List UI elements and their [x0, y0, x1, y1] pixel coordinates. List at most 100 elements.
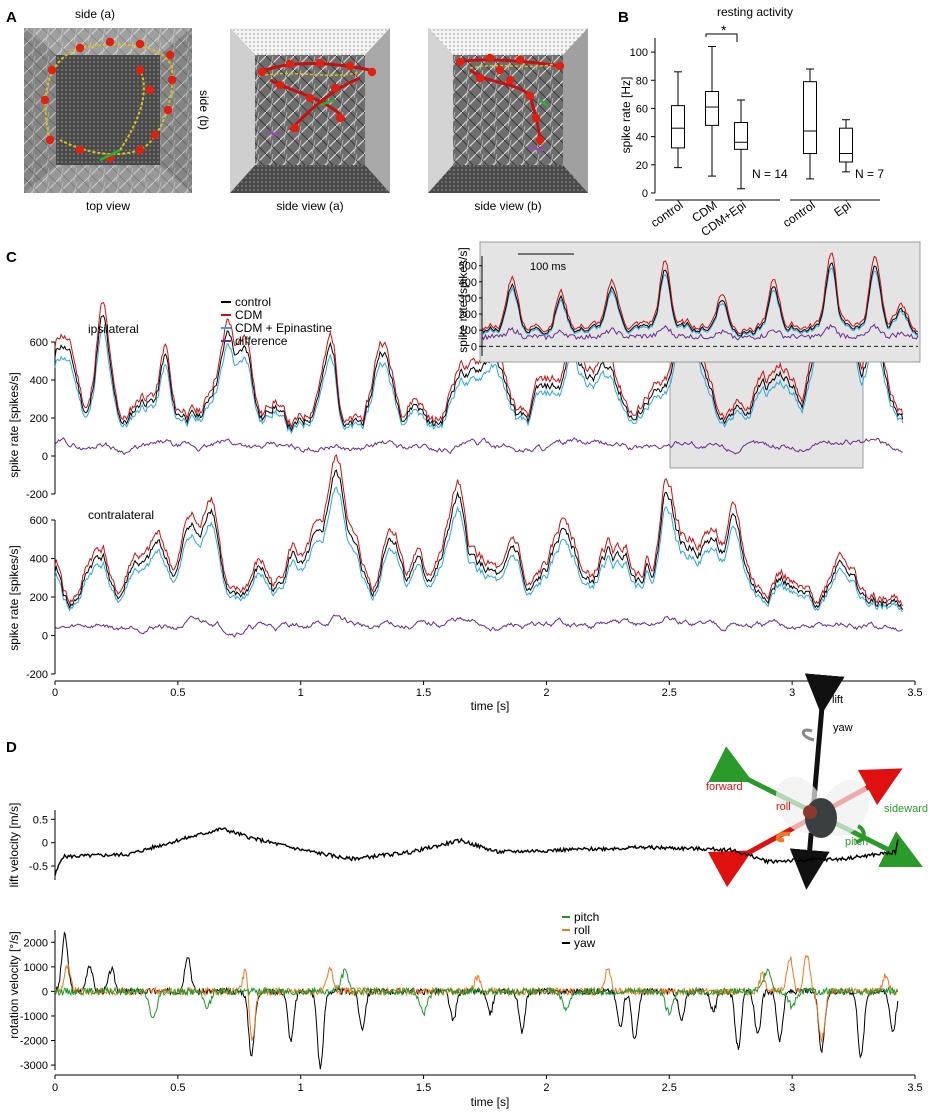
y-tick-label: 200	[459, 309, 477, 321]
x-tick-label: 3.5	[907, 687, 922, 699]
scalebar-label: 100 ms	[530, 261, 567, 273]
box	[839, 127, 853, 163]
trajectory-point	[75, 43, 85, 53]
trajectory-point	[105, 37, 115, 47]
series-cdm	[54, 454, 904, 607]
series-cdm-epinastine	[54, 486, 904, 613]
y-tick-label: 600	[30, 337, 48, 349]
inset-series	[481, 267, 919, 338]
legend-label: control	[235, 295, 271, 309]
chart-b-ylabel: spike rate [Hz]	[619, 77, 633, 154]
trajectory-point	[455, 57, 465, 67]
series-yaw	[54, 931, 899, 1070]
legend-label: pitch	[574, 910, 599, 924]
chart-c-xlabel: time [s]	[471, 699, 510, 713]
y-tick-label: -1000	[20, 1011, 48, 1023]
y-tick-label: 80	[636, 75, 648, 87]
y-tick-label: 600	[30, 515, 48, 527]
y-tick-label: 60	[636, 103, 648, 115]
trajectory-point	[290, 123, 300, 133]
chart-d-xlabel: time [s]	[471, 1095, 510, 1109]
y-tick-label: -200	[26, 669, 48, 681]
chart-b-title: resting activity	[717, 5, 793, 19]
annotation-n7: N = 7	[855, 167, 884, 181]
caption-side-view-b: side view (b)	[474, 199, 541, 213]
annotation-n14: N = 14	[752, 167, 788, 181]
trajectory-point	[163, 105, 173, 115]
legend-label: yaw	[574, 936, 596, 950]
trajectory-point	[145, 85, 155, 95]
trajectory-point	[535, 135, 545, 145]
series-difference	[54, 614, 903, 638]
x-tick-label: 1	[298, 1082, 304, 1094]
inset-ylabel: spike rate [spikes/s]	[456, 247, 470, 352]
y-tick-label: 40	[636, 132, 648, 144]
trajectory-point	[150, 130, 160, 140]
y-tick-label: 2000	[24, 937, 48, 949]
y-tick-label: 300	[459, 293, 477, 305]
panel-label-c: C	[6, 249, 17, 266]
trajectory-point	[75, 145, 85, 155]
y-tick-label: 0.5	[33, 814, 48, 826]
x-tick-label: 0	[52, 1082, 58, 1094]
arena-side-view-b	[428, 28, 588, 193]
lift-ylabel: lift velocity [m/s]	[7, 803, 21, 888]
trajectory-point	[367, 67, 377, 77]
panel-label-b: B	[618, 9, 629, 26]
legend-label: difference	[235, 334, 288, 348]
series-difference	[54, 437, 903, 456]
trajectory-point	[315, 58, 325, 68]
trajectory-point	[495, 65, 505, 75]
x-tick-label: 0.5	[170, 687, 185, 699]
y-tick-label: 0	[42, 631, 48, 643]
legend-label: CDM	[235, 308, 262, 322]
box	[705, 91, 719, 126]
caption-side-view-a: side view (a)	[276, 199, 343, 213]
y-tick-label: -200	[26, 489, 48, 501]
trajectory-point	[47, 65, 57, 75]
group-label: control	[780, 198, 818, 230]
trajectory-point	[275, 80, 285, 90]
significance-star: *	[721, 22, 727, 38]
x-tick-label: 3.5	[907, 1082, 922, 1094]
x-tick-label: 0.5	[170, 1082, 185, 1094]
x-tick-label: 1	[298, 687, 304, 699]
trajectory-point	[285, 59, 295, 69]
series-control	[54, 469, 904, 610]
box	[734, 122, 748, 150]
trajectory-point	[167, 75, 177, 85]
trajectory-point	[330, 83, 340, 93]
trajectory-point	[45, 135, 55, 145]
y-tick-label: 1000	[24, 962, 48, 974]
y-tick-label: 0	[42, 838, 48, 850]
trajectory-point	[135, 145, 145, 155]
arena-top-view	[24, 28, 192, 193]
panel-label-d: D	[6, 739, 17, 756]
x-tick-label: 1.5	[416, 687, 431, 699]
y-tick-label: 0	[42, 451, 48, 463]
y-tick-label: 500	[459, 261, 477, 273]
trajectory-point	[505, 75, 515, 85]
x-tick-label: 2	[543, 1082, 549, 1094]
x-tick-label: 3	[789, 687, 795, 699]
trajectory-point	[515, 55, 525, 65]
side-a-label: side (a)	[75, 7, 115, 21]
contralateral-chart: -200 0 200 400 600 0 0.5 1 1.5 2 2.5 3 3.5	[26, 454, 923, 699]
x-tick-label: 0	[52, 687, 58, 699]
trajectory-point	[305, 93, 315, 103]
inset-series	[481, 323, 919, 341]
series-lift	[54, 827, 899, 876]
x-tick-label: 2	[543, 687, 549, 699]
series-pitch	[54, 968, 899, 1018]
rotation-velocity-chart: -3000 -2000 -1000 0 1000 2000 0 0.5 1 1.5 2 2.5 3 3.5	[20, 930, 923, 1094]
y-tick-label: -3000	[20, 1060, 48, 1072]
contralateral-title: contralateral	[88, 508, 154, 522]
inset-chart: 0 100 200 300 400 500	[459, 241, 921, 363]
series-cdm	[54, 295, 904, 429]
x-tick-label: 2.5	[662, 1082, 677, 1094]
box	[671, 105, 685, 149]
series-control	[54, 308, 904, 432]
fly-label-forward: forward	[706, 781, 743, 793]
fly-label-sideward: sideward	[884, 803, 928, 815]
